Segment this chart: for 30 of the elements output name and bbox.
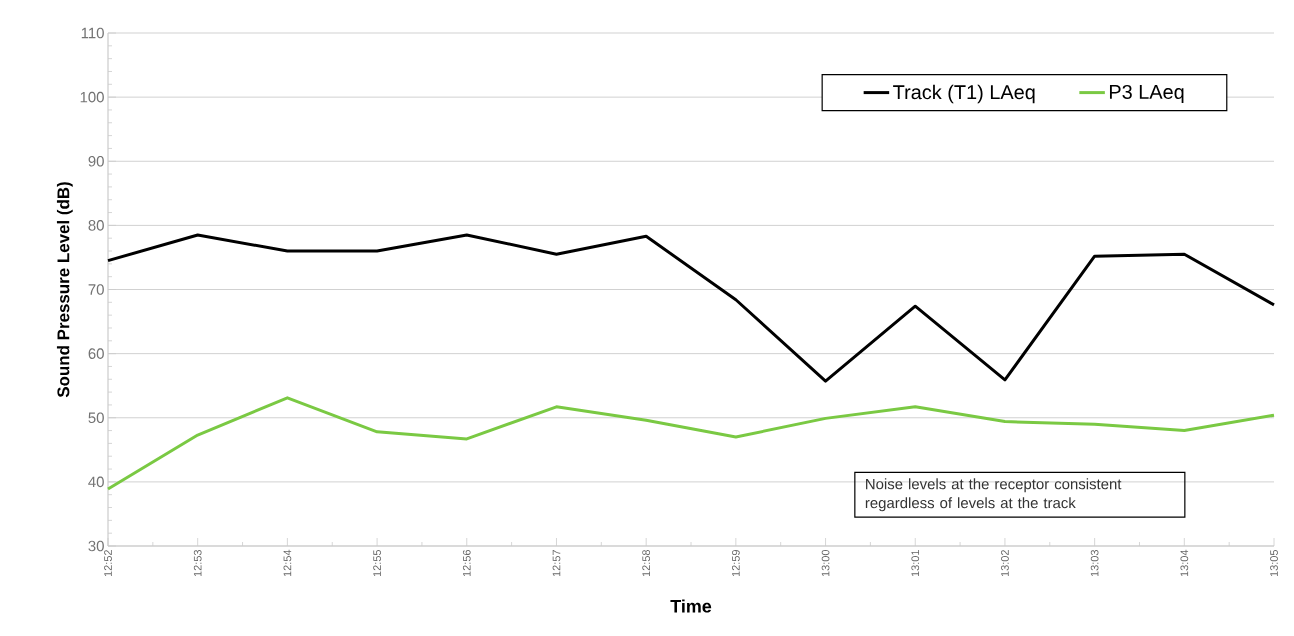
x-tick-label: 13:05 (1270, 549, 1278, 577)
line-series (106, 396, 1276, 491)
annotation: Noise levels at the receptor consistent regardless of levels at the track (865, 478, 1122, 512)
x-tick-label: 13:01 (911, 550, 920, 577)
x-tick-label: 12:52 (104, 550, 112, 577)
x-tick-label: 12:59 (731, 550, 740, 577)
y-tick-label: 60 (88, 348, 104, 359)
legend-label: Track (T1) LAeq (893, 84, 1035, 104)
x-tick-label: 12:58 (642, 550, 651, 577)
x-tick-label: 12:56 (462, 550, 471, 577)
y-tick-label: 40 (88, 476, 104, 488)
x-tick-label: 12:57 (552, 550, 561, 577)
x-tick-label: 13:04 (1180, 549, 1189, 577)
y-tick-label: 90 (88, 155, 104, 167)
legend-label: P3 LAeq (1109, 84, 1184, 103)
x-tick-label: 13:00 (821, 549, 830, 577)
x-axis-title: Time (670, 599, 712, 613)
y-tick-label: 100 (80, 91, 104, 103)
x-tick-label: 12:54 (283, 549, 292, 577)
x-tick-label: 13:03 (1090, 550, 1099, 577)
y-tick-label: 80 (88, 220, 104, 231)
y-axis-title: Sound Pressure Level (dB) (56, 182, 73, 398)
x-tick-label: 12:53 (193, 550, 202, 577)
y-tick-label: 110 (81, 27, 104, 39)
x-tick-label: 12:55 (373, 549, 381, 577)
y-tick-label: 30 (88, 540, 104, 552)
x-tick-label: 13:02 (1001, 550, 1009, 577)
y-tick-label: 50 (88, 412, 104, 424)
y-tick-label: 70 (88, 284, 104, 295)
line-series (106, 233, 1276, 383)
